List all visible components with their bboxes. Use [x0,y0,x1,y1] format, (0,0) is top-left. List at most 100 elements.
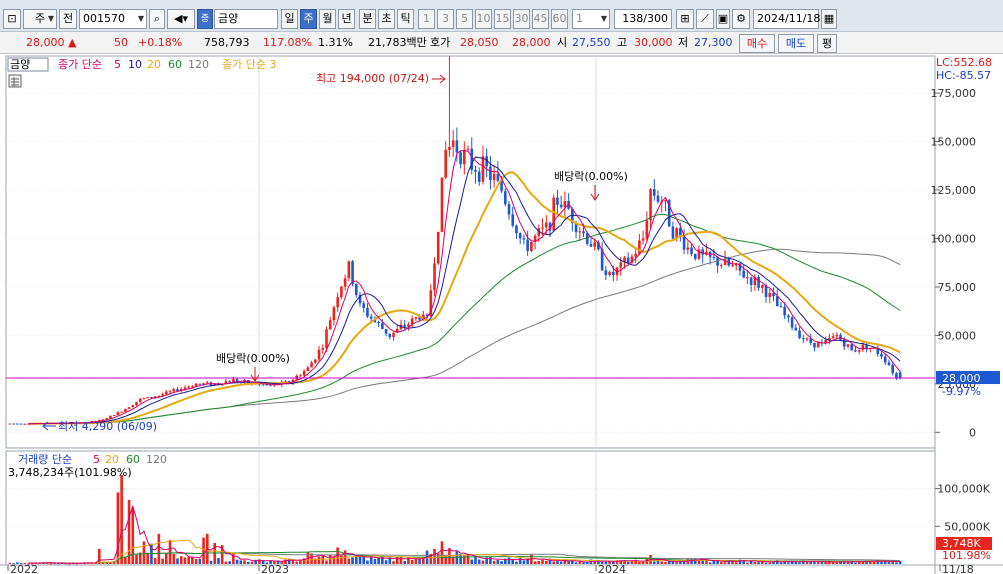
candle-body [90,421,94,423]
volume-bar [768,562,772,564]
volume-bar [876,560,880,564]
volume-bar [693,559,697,564]
gear-icon[interactable]: ⚙ [732,9,750,29]
save-icon[interactable]: ▣ [716,9,730,29]
count-3-button[interactable]: 3 [437,9,454,29]
dividend-note-2024: 배당락(0.00%) [554,170,628,183]
candle-body [731,265,734,267]
candle-body [183,387,187,389]
volume-bar [239,560,243,564]
candle-body [764,285,768,298]
candle-body [112,415,116,417]
calendar-icon[interactable]: ▦ [821,9,837,29]
compare-icon[interactable]: ⊞ [676,9,694,29]
sell-button[interactable]: 매도 [778,34,814,53]
volume-bar [470,559,474,564]
period-week-tab[interactable]: 주 [300,9,317,29]
volume-bar [708,562,712,564]
interval-second-tab[interactable]: 초 [378,9,395,29]
volume-bar [600,561,604,564]
current-volume-tag-text: 3,748K [942,537,981,550]
market-select[interactable]: 주 ▼ [23,9,57,29]
volume-bar [824,562,827,564]
volume-bar [746,562,749,564]
candle-body [641,238,645,241]
price-axis-ticks: 025,00050,00075,000100,000125,000150,000… [931,87,977,439]
buy-button[interactable]: 매수 [739,34,775,53]
candle-body [213,383,217,386]
count-10-button[interactable]: 10 [475,9,492,29]
current-volume-pct: 101.98% [942,549,991,562]
volume-bar [533,561,537,564]
time-tick-label: 11/18 [942,563,974,574]
candle-body [775,296,779,307]
count-1-button[interactable]: 1 [418,9,435,29]
candle-body [258,383,261,385]
candle-body [571,208,574,223]
volume-bar [321,555,325,564]
interval-minute-tab[interactable]: 분 [359,9,376,29]
interval-tick-tab[interactable]: 틱 [397,9,414,29]
evaluate-button[interactable]: 평 [817,34,837,53]
volume-bar [865,561,868,564]
period-year-tab[interactable]: 년 [338,9,355,29]
speaker-icon[interactable]: ◀▾ [167,9,195,29]
line-tool-icon[interactable]: ⟋ [696,9,714,29]
volume-bar [146,552,149,564]
count-30-button[interactable]: 30 [513,9,530,29]
unit-select-value: 1 [576,12,583,25]
volume-bar [142,541,146,564]
ask-price-1: 28,050 [460,36,499,49]
volume-bar [615,560,619,564]
volume-bar [422,557,425,564]
window-menu-icon[interactable]: ⊡ [3,9,21,29]
prev-button[interactable]: 전 [59,9,77,29]
volume-bar [548,558,552,564]
candle-body [779,306,783,308]
count-5-button[interactable]: 5 [456,9,473,29]
candle-body [317,349,321,360]
price-tick-label: 75,000 [938,281,977,294]
count-60-button[interactable]: 60 [551,9,568,29]
volume-bar [816,562,820,564]
candle-body [235,379,239,382]
current-price-pct: -9.97% [942,385,981,398]
open-price: 27,550 [572,36,611,49]
count-45-button[interactable]: 45 [532,9,549,29]
volume-bar [384,560,388,564]
count-15-button[interactable]: 15 [494,9,511,29]
volume-bar [567,560,570,564]
ma120-legend: 120 [188,58,209,71]
volume-bar [835,562,839,564]
volume-bar [101,562,105,564]
search-icon[interactable]: ⌕ [149,9,165,29]
stock-name-field[interactable]: 금양 [214,9,278,29]
candle-body [228,381,231,383]
candle-body [261,383,265,385]
candle-body [135,401,138,406]
view-count-field[interactable]: 138/300 [614,9,672,29]
candle-body [742,270,745,278]
candle-body [734,263,738,266]
candle-body [418,317,421,320]
volume-bar [165,553,168,564]
period-day-tab[interactable]: 일 [281,9,298,29]
volume-bar [850,562,854,564]
candle-body [16,423,19,425]
period-month-tab[interactable]: 월 [319,9,336,29]
price-volume-chart[interactable]: 금양 종가 단순 5 10 20 60 120 종가 단순 3 최고 194,0… [0,54,1003,574]
date-field[interactable]: 2024/11/18 [753,9,820,29]
stock-code-input[interactable]: 001570 ▼ [79,9,147,29]
candle-body [343,278,347,287]
volume-bar [325,560,328,564]
chevron-down-icon: ▼ [137,14,144,23]
volume-bar [433,548,436,564]
table-view-icon[interactable] [8,74,22,88]
unit-select[interactable]: 1 ▼ [572,9,610,29]
volume-bar [120,475,123,564]
ma60-line [28,213,901,425]
candle-body [12,423,15,425]
high-price: 30,000 [634,36,673,49]
volume-bar [612,561,615,564]
candle-body [131,405,135,408]
